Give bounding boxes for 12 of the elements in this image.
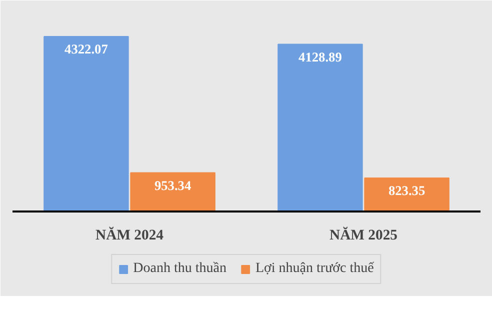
data-label: 823.35 bbox=[388, 183, 426, 198]
x-tick-label: NĂM 2024 bbox=[96, 226, 164, 244]
legend-label: Doanh thu thuần bbox=[133, 261, 226, 277]
data-label: 4322.07 bbox=[64, 41, 108, 56]
bar bbox=[130, 172, 216, 212]
data-label: 4128.89 bbox=[298, 49, 342, 64]
bar bbox=[44, 36, 129, 212]
x-tick-label: NĂM 2025 bbox=[330, 226, 398, 244]
bar bbox=[278, 44, 363, 212]
bar bbox=[364, 178, 450, 212]
data-label: 953.34 bbox=[154, 178, 192, 193]
legend-label: Lợi nhuận trước thuế bbox=[255, 261, 374, 277]
